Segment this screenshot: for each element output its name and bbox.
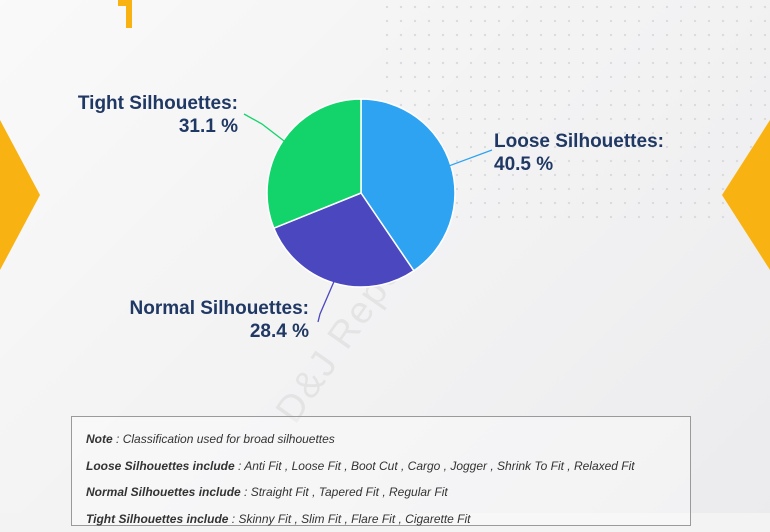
note-line: Normal Silhouettes include : Straight Fi… [86, 479, 676, 506]
loose-silhouettes-value: 40.5 % [494, 153, 664, 176]
note-line: Tight Silhouettes include : Skinny Fit ,… [86, 506, 676, 532]
note-line: Note : Classification used for broad sil… [86, 426, 676, 453]
tight-silhouettes-label: Tight Silhouettes: 31.1 % [66, 92, 238, 138]
normal-silhouettes-name: Normal Silhouettes: [130, 298, 309, 319]
normal-leader-line [318, 281, 334, 322]
loose-leader-line [449, 150, 492, 166]
tight-silhouettes-name: Tight Silhouettes: [78, 93, 238, 114]
tight-silhouettes-value: 31.1 % [66, 115, 238, 138]
note-line: Loose Silhouettes include : Anti Fit , L… [86, 453, 676, 480]
loose-silhouettes-name: Loose Silhouettes: [494, 131, 664, 152]
notes-box: Note : Classification used for broad sil… [71, 416, 691, 526]
normal-silhouettes-value: 28.4 % [117, 320, 309, 343]
loose-silhouettes-label: Loose Silhouettes: 40.5 % [494, 130, 664, 176]
tight-leader-line [244, 114, 285, 142]
normal-silhouettes-label: Normal Silhouettes: 28.4 % [117, 297, 309, 343]
